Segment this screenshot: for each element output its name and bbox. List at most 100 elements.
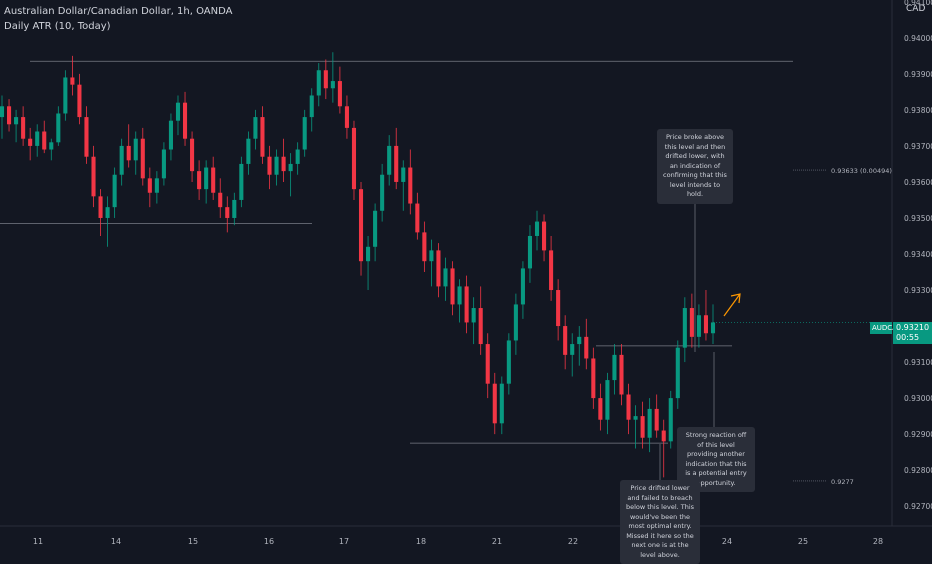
candle-body	[696, 315, 701, 337]
symbol-description: Australian Dollar/Canadian Dollar, 1h, O…	[4, 6, 233, 17]
candle-body	[211, 167, 216, 193]
candle-body	[302, 117, 307, 150]
candle-body	[675, 347, 680, 399]
candle-body	[506, 340, 511, 384]
candle-body	[464, 286, 469, 323]
candle-body	[415, 203, 420, 233]
chart-legend: Australian Dollar/Canadian Dollar, 1h, O…	[4, 4, 233, 34]
candle-body	[274, 156, 279, 175]
candle-body	[584, 336, 589, 359]
candle-body	[478, 308, 483, 345]
candle-body	[112, 174, 117, 208]
candle-body	[492, 383, 497, 424]
candle-body	[471, 308, 476, 323]
candle-body	[295, 149, 300, 164]
candle-body	[260, 117, 265, 157]
currency-label: CAD	[906, 4, 926, 14]
indicator-label: Daily ATR (10, Today)	[4, 21, 111, 32]
candle-body	[35, 131, 40, 146]
candle-body	[577, 336, 582, 345]
candle-body	[710, 322, 716, 334]
candle-body	[661, 430, 666, 442]
candle-body	[640, 416, 645, 438]
candle-body	[309, 95, 314, 118]
candle-body	[204, 167, 209, 190]
bar-countdown: 00:55	[896, 333, 920, 342]
chart-background	[0, 0, 932, 550]
candle-body	[14, 117, 19, 125]
candle-body	[422, 232, 427, 262]
candle-body	[689, 308, 694, 337]
candle-body	[549, 250, 554, 291]
candle-body	[21, 117, 26, 139]
x-tick-label: 21	[492, 537, 502, 546]
symbol-tag-label: AUDCAD	[872, 324, 903, 332]
candle-body	[619, 354, 624, 395]
candle-body	[668, 398, 673, 442]
y-tick-label: 0.93400	[904, 250, 932, 259]
candle-body	[316, 70, 321, 96]
candle-body	[527, 235, 533, 269]
candle-body	[556, 290, 561, 327]
level-label: 0.93633 (0.00494)	[831, 167, 892, 175]
candle-body	[598, 398, 603, 420]
candle-body	[6, 106, 12, 125]
candle-body	[373, 210, 378, 247]
candle-body	[182, 102, 188, 139]
candle-body	[563, 326, 568, 355]
y-tick-label: 0.94000	[904, 34, 932, 43]
x-tick-label: 14	[111, 537, 121, 546]
candle-body	[499, 383, 504, 424]
y-tick-label: 0.93800	[904, 106, 932, 115]
candle-body	[351, 127, 357, 190]
candle-body	[28, 138, 33, 146]
y-tick-label: 0.93700	[904, 142, 932, 151]
candle-body	[542, 221, 547, 251]
candle-body	[126, 145, 131, 161]
candle-body	[98, 196, 103, 218]
candle-body	[401, 167, 406, 182]
annotation-strong-reaction-text: Strong reaction off of this level provid…	[685, 431, 747, 487]
candle-body	[605, 380, 610, 420]
y-tick-label: 0.92900	[904, 430, 932, 439]
candle-body	[485, 344, 490, 384]
x-tick-label: 17	[339, 537, 349, 546]
candle-body	[225, 207, 230, 218]
candle-body	[323, 70, 328, 89]
y-tick-label: 0.93000	[904, 394, 932, 403]
candle-body	[570, 344, 575, 355]
y-tick-label: 0.93600	[904, 178, 932, 187]
y-tick-label: 0.93500	[904, 214, 932, 223]
y-tick-label: 0.94100	[904, 0, 932, 7]
candle-body	[239, 163, 244, 200]
candle-body	[0, 106, 5, 118]
candle-body	[450, 268, 455, 305]
candle-body	[218, 192, 223, 208]
candle-body	[232, 199, 237, 218]
candle-body	[56, 113, 61, 143]
annotation-drifted-lower: Price drifted lower and failed to breach…	[620, 480, 700, 564]
candle-body	[77, 84, 82, 118]
current-price-value: 0.93210	[896, 323, 930, 332]
candle-body	[63, 77, 68, 114]
candle-body	[267, 156, 272, 175]
candle-body	[105, 207, 110, 218]
y-tick-label: 0.92800	[904, 466, 932, 475]
candle-body	[443, 268, 448, 287]
current-price-tag: 0.93210 00:55	[893, 322, 932, 344]
candle-body	[49, 142, 54, 150]
candle-body	[436, 250, 441, 287]
candle-body	[520, 268, 525, 305]
candle-body	[140, 138, 145, 179]
symbol-price-tag: AUDCAD	[870, 322, 902, 334]
candle-body	[366, 246, 371, 262]
annotation-breakout-text: Price broke above this level and then dr…	[663, 133, 727, 198]
price-chart[interactable]: 0.93633 (0.00494) 0.9277 0.94100 0.94000 0.…	[0, 0, 932, 550]
candle-body	[190, 138, 195, 172]
x-tick-label: 24	[722, 537, 732, 546]
candle-body	[70, 77, 75, 85]
annotation-drifted-lower-text: Price drifted lower and failed to breach…	[625, 484, 695, 559]
candle-body	[534, 221, 540, 236]
candle-body	[161, 149, 166, 179]
x-tick-label: 11	[33, 537, 43, 546]
